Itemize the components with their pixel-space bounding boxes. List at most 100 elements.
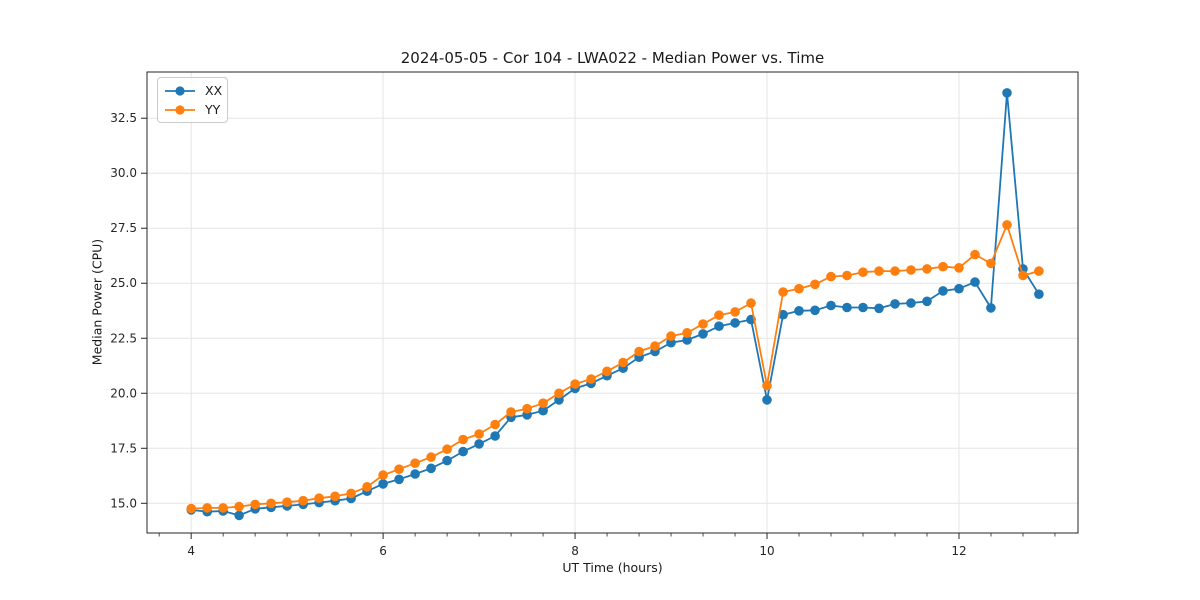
- series-yy-marker: [954, 263, 964, 273]
- series-xx-marker: [458, 446, 468, 457]
- series-xx-marker: [874, 303, 884, 314]
- series-yy-marker: [474, 429, 484, 439]
- series-yy-marker: [362, 482, 372, 492]
- series-yy-marker: [282, 497, 292, 508]
- series-yy-marker: [650, 341, 660, 351]
- x-tick-label: 8: [571, 544, 579, 558]
- series-yy-marker: [378, 470, 388, 480]
- series-yy-marker: [778, 287, 788, 297]
- legend-marker-xx: [165, 85, 195, 96]
- x-tick-label: 10: [759, 544, 774, 558]
- series-yy-marker: [586, 374, 596, 384]
- series-xx-marker: [826, 300, 836, 311]
- series-xx-marker: [938, 286, 948, 296]
- series-xx-marker: [410, 469, 420, 479]
- y-tick-label: 15.0: [110, 496, 137, 510]
- series-xx-marker: [794, 306, 804, 316]
- series-yy-marker: [874, 266, 884, 276]
- series-yy-marker: [250, 499, 260, 510]
- x-tick-label: 12: [951, 544, 966, 558]
- series-yy-marker: [298, 495, 309, 506]
- series-xx-marker: [666, 337, 676, 348]
- series-yy-marker: [970, 249, 980, 260]
- series-yy-marker: [186, 503, 196, 514]
- series-yy-marker: [602, 366, 612, 377]
- series-yy-marker: [234, 501, 244, 512]
- series-yy-marker: [490, 419, 500, 430]
- series-yy-marker: [442, 444, 452, 455]
- series-yy-marker: [538, 398, 548, 409]
- series-xx-marker: [442, 455, 452, 466]
- series-xx-marker: [682, 335, 692, 345]
- y-axis-label: Median Power (CPU): [89, 238, 105, 366]
- series-yy-marker: [458, 434, 468, 445]
- series-yy-marker: [522, 403, 532, 414]
- y-tick-label: 20.0: [110, 386, 137, 400]
- y-tick-label: 17.5: [110, 441, 137, 455]
- y-tick-label: 27.5: [110, 221, 137, 235]
- plot-border: [146, 71, 1079, 534]
- series-xx-marker: [762, 395, 772, 405]
- legend: XX YY: [157, 77, 228, 123]
- y-tick-label: 25.0: [110, 276, 137, 290]
- series-yy-marker: [1002, 220, 1012, 230]
- series-yy-marker: [794, 283, 804, 294]
- series-xx-marker: [474, 439, 484, 449]
- series-xx-marker: [1034, 289, 1044, 300]
- series-yy-marker: [762, 380, 772, 391]
- series-yy-marker: [698, 319, 708, 329]
- legend-marker-yy: [165, 104, 195, 115]
- x-tick-label: 4: [187, 544, 195, 558]
- series-yy-marker: [938, 261, 948, 272]
- series-yy-marker: [330, 491, 340, 502]
- series-yy-marker: [1018, 270, 1028, 281]
- series-yy-marker: [682, 328, 692, 338]
- series-xx-marker: [730, 318, 740, 328]
- series-xx-marker: [554, 395, 564, 405]
- legend-item-yy: YY: [163, 100, 221, 119]
- series-yy-marker: [506, 407, 516, 417]
- x-axis-label: UT Time (hours): [562, 560, 663, 575]
- chart-title: 2024-05-05 - Cor 104 - LWA022 - Median P…: [400, 49, 825, 67]
- series-yy-marker: [730, 307, 740, 317]
- series-xx-marker: [378, 479, 388, 489]
- series-yy-marker: [714, 310, 724, 321]
- series-yy-marker: [922, 264, 932, 274]
- series-xx-marker: [810, 305, 820, 316]
- series-yy-marker: [810, 279, 820, 290]
- series-yy-marker: [554, 388, 564, 399]
- series-xx-marker: [842, 302, 852, 313]
- legend-item-xx: XX: [163, 81, 223, 100]
- series-yy-marker: [826, 271, 836, 282]
- series-yy-marker: [410, 458, 420, 469]
- series-xx-marker: [778, 309, 788, 320]
- series-xx-marker: [234, 510, 244, 521]
- series-xx-marker: [538, 405, 548, 416]
- series-xx-marker: [698, 329, 708, 339]
- series-xx-marker: [714, 321, 724, 332]
- series-xx-marker: [890, 299, 900, 309]
- x-tick-label: 6: [379, 544, 387, 558]
- series-yy-marker: [746, 298, 756, 308]
- series-xx-marker: [426, 463, 436, 474]
- series-yy-marker: [842, 270, 852, 281]
- series-xx-marker: [1002, 88, 1012, 98]
- series-yy-marker: [618, 357, 628, 368]
- series-yy-marker: [266, 498, 276, 509]
- series-yy-marker: [202, 503, 212, 513]
- series-yy-marker: [426, 452, 436, 462]
- series-yy-marker: [394, 464, 404, 475]
- series-yy-marker: [346, 488, 356, 499]
- series-xx-marker: [970, 277, 980, 287]
- y-tick-label: 30.0: [110, 166, 137, 180]
- series-xx-marker: [394, 474, 404, 485]
- series-yy-marker: [906, 265, 916, 275]
- series-xx-marker: [954, 283, 964, 294]
- legend-label-yy: YY: [205, 102, 221, 117]
- series-yy-marker: [986, 258, 996, 269]
- y-tick-label: 32.5: [110, 111, 137, 125]
- series-yy-marker: [570, 379, 580, 389]
- legend-label-xx: XX: [205, 83, 223, 98]
